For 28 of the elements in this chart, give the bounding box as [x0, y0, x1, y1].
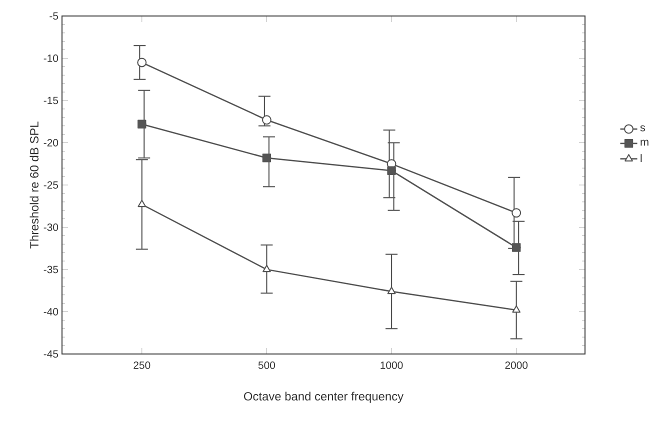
legend-label: m — [640, 140, 648, 146]
point — [512, 243, 521, 252]
point — [138, 120, 146, 129]
point — [138, 200, 146, 208]
x-tick-label: 500 — [258, 362, 276, 369]
point — [262, 154, 272, 162]
y-tick-label: -15 — [44, 96, 58, 104]
point — [387, 286, 396, 294]
legend-label: s — [640, 125, 646, 132]
x-tick-label: 2000 — [505, 362, 528, 369]
y-tick-label: -45 — [44, 350, 58, 358]
point — [262, 264, 271, 272]
x-tick-label: 1000 — [380, 362, 403, 369]
y-tick-label: -10 — [44, 54, 58, 62]
x-axis-title: Octave band center frequency — [244, 392, 404, 403]
y-tick-label: -40 — [44, 308, 58, 316]
legend-label: l — [640, 154, 642, 162]
point — [512, 208, 522, 218]
y-tick-label: -20 — [44, 139, 58, 146]
point — [387, 166, 396, 175]
y-tick-label: -5 — [50, 12, 58, 20]
y-tick-label: -35 — [44, 266, 58, 274]
y-axis-title: Threshold re 60 dB SPL — [30, 122, 39, 249]
y-tick-label: -30 — [44, 224, 58, 231]
y-tick-label: -25 — [44, 181, 58, 189]
x-tick-label: 250 — [134, 362, 150, 369]
point — [512, 305, 521, 313]
point — [137, 58, 147, 68]
